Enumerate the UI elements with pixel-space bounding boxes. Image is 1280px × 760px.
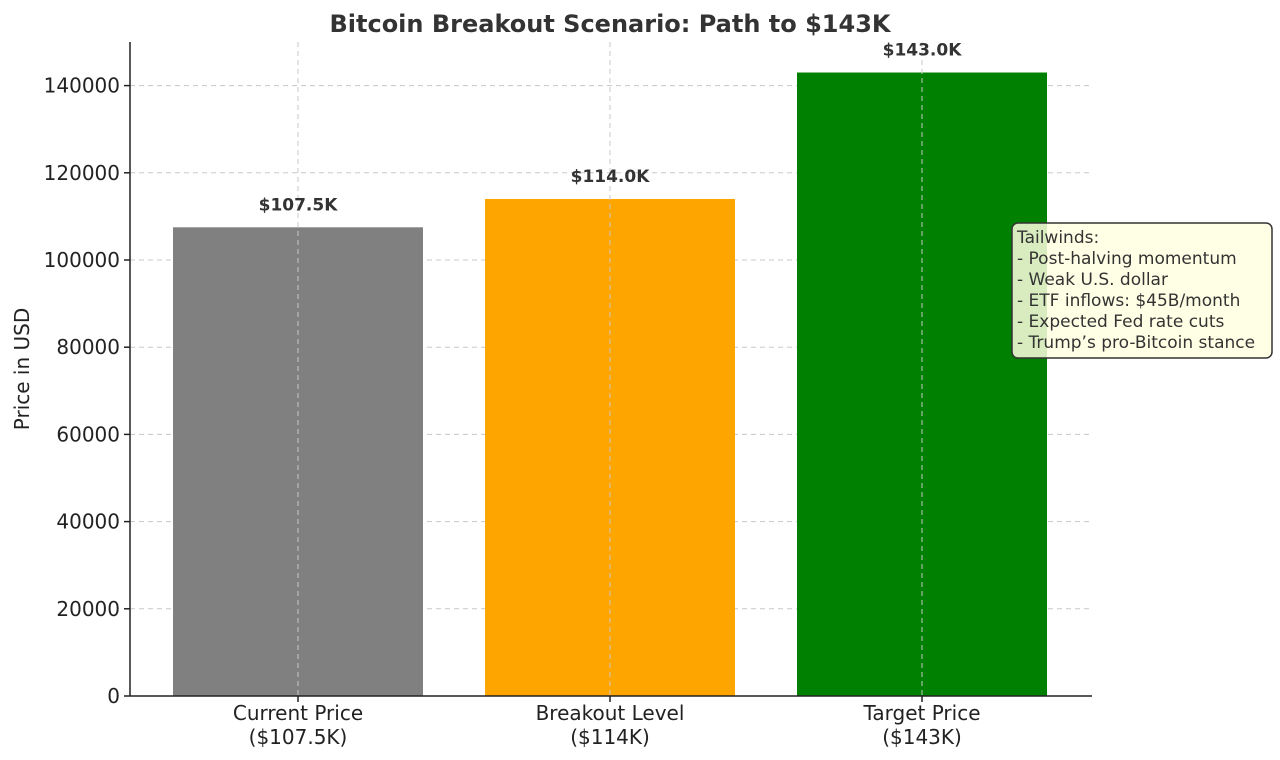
- y-tick-label: 80000: [56, 335, 120, 359]
- y-tick-labels: 0 20000 40000 60000 80000 100000 120000 140000: [44, 74, 120, 708]
- annotation-line: - ETF inflows: $45B/month: [1017, 291, 1240, 311]
- y-tick-label: 20000: [56, 597, 120, 621]
- bar-data-label: $107.5K: [259, 195, 339, 215]
- x-category-label: Current Price: [233, 701, 363, 725]
- annotation-line: - Trump’s pro-Bitcoin stance: [1017, 333, 1255, 353]
- y-tick-label: 100000: [44, 248, 120, 272]
- x-category-label: Breakout Level: [536, 701, 685, 725]
- y-tick-label: 40000: [56, 510, 120, 534]
- annotation-background: [1011, 222, 1273, 359]
- y-tick-label: 60000: [56, 422, 120, 446]
- annotation-line: - Post-halving momentum: [1017, 249, 1237, 269]
- chart-title: Bitcoin Breakout Scenario: Path to $143K: [329, 10, 891, 38]
- annotation-line: Tailwinds:: [1016, 228, 1099, 248]
- axes: [124, 42, 1092, 702]
- data-labels: $107.5K $114.0K $143.0K: [259, 41, 963, 216]
- x-category-label: Target Price: [862, 701, 980, 725]
- y-tick-label: 0: [107, 684, 120, 708]
- x-category-label: ($143K): [882, 725, 962, 749]
- bar-data-label: $143.0K: [883, 41, 963, 61]
- bar-data-label: $114.0K: [571, 167, 651, 187]
- y-axis-label: Price in USD: [10, 308, 34, 430]
- x-category-label: ($107.5K): [249, 725, 348, 749]
- x-category-labels: Current Price($107.5K) Breakout Level($11…: [233, 701, 981, 749]
- x-category-label: ($114K): [570, 725, 650, 749]
- tailwinds-annotation: Tailwinds:- Post-halving momentum- Weak …: [1011, 222, 1273, 359]
- annotation-line: - Weak U.S. dollar: [1017, 270, 1168, 290]
- y-tick-label: 120000: [44, 161, 120, 185]
- annotation-line: - Expected Fed rate cuts: [1017, 312, 1224, 332]
- y-tick-label: 140000: [44, 74, 120, 98]
- vertical-grid-lines: [297, 42, 923, 696]
